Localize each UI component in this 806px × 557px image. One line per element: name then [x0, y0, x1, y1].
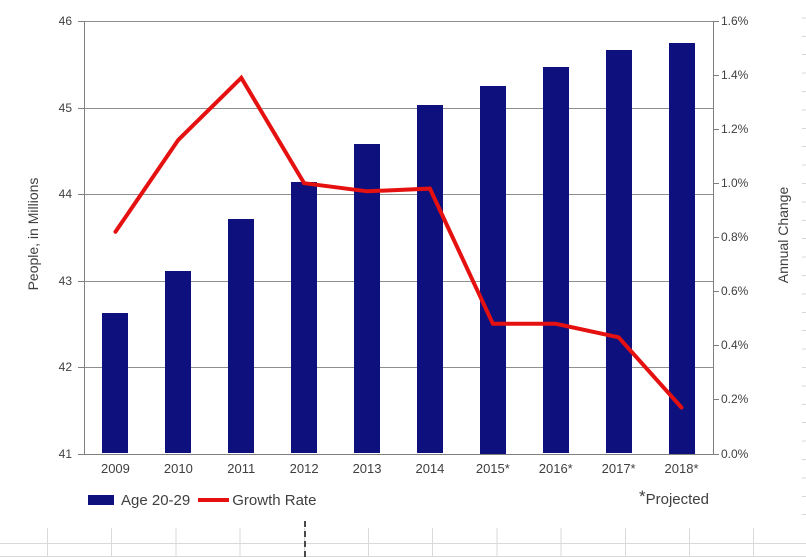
bar-2010[interactable]: [165, 270, 192, 454]
bar-2013[interactable]: [354, 143, 381, 454]
bar-2011[interactable]: [228, 219, 255, 454]
y-axis-label-left: 46: [58, 14, 72, 28]
bar-2014[interactable]: [416, 104, 443, 454]
y-axis-label-right: 1.2%: [721, 122, 749, 137]
axis-tick: [78, 367, 84, 368]
axis-tick: [78, 194, 84, 195]
x-axis-category-label: 2016*: [538, 461, 573, 476]
axis-tick: [713, 237, 719, 239]
projected-note-label: Projected: [645, 491, 709, 508]
gridline: [84, 21, 713, 22]
axis-tick: [713, 183, 719, 185]
axis-tick: [713, 75, 719, 77]
x-axis-category-label: 2012: [289, 461, 319, 476]
y-axis-label-right: 1.4%: [721, 68, 749, 83]
x-axis-category-label: 2011: [227, 461, 256, 476]
axis-tick: [713, 21, 719, 22]
x-axis-category-label: 2014: [415, 461, 445, 476]
left-axis-line: [84, 21, 85, 454]
bar-2015[interactable]: [479, 85, 506, 454]
y-axis-label-right: 1.0%: [721, 176, 749, 191]
legend-line-swatch-icon: [198, 498, 230, 502]
x-axis-category-label: 2015*: [475, 461, 510, 476]
y-axis-label-left: 41: [58, 446, 72, 461]
x-axis-category-label: 2018*: [664, 461, 699, 476]
chart-object[interactable]: 46 45 44 43 42 41 1.6% 1.4% 1.2% 1.0% 0.8% 0.6% 0.4%…: [0, 0, 802, 527]
worksheet-cells-right-edge[interactable]: [802, 0, 806, 527]
y-axis-label-left: 43: [58, 273, 72, 288]
y-axis-label-left: 42: [58, 360, 72, 374]
bar-2009[interactable]: [102, 313, 129, 454]
legend-label-age: Age 20-29: [121, 491, 191, 509]
x-axis-category-label: 2017*: [601, 461, 636, 476]
y-axis-label-right: 0.4%: [721, 338, 749, 353]
y-axis-label-left: 45: [58, 100, 72, 115]
axis-tick: [78, 107, 84, 109]
bar-2018[interactable]: [668, 42, 695, 454]
y-axis-label-right: 0.8%: [721, 230, 749, 245]
right-axis-line: [713, 21, 714, 454]
y-axis-label-right: 0.2%: [721, 392, 749, 407]
y-axis-label-right: 1.6%: [721, 14, 749, 28]
worksheet-cells-bottom[interactable]: [47, 528, 806, 557]
axis-tick: [713, 129, 719, 131]
projected-note-star: *: [639, 487, 646, 506]
legend-label-growth: Growth Rate: [232, 491, 317, 509]
axis-tick: [78, 280, 84, 282]
legend[interactable]: Age 20-29 Growth Rate: [88, 491, 316, 509]
y-axis-label-right: 0.0%: [721, 446, 749, 461]
axis-tick: [78, 453, 84, 455]
left-axis-title: People, in Millions: [25, 177, 41, 291]
axis-tick: [713, 291, 719, 293]
x-axis-line: [84, 453, 714, 455]
bar-2017[interactable]: [605, 50, 632, 454]
y-axis-label-right: 0.6%: [721, 284, 749, 299]
bar-2012[interactable]: [291, 181, 318, 454]
page-break-dashed-line: [304, 521, 306, 557]
y-axis-label-left: 44: [58, 187, 72, 201]
bar-2016[interactable]: [542, 66, 569, 454]
x-axis-category-label: 2013: [352, 461, 382, 476]
worksheet-row-gridline: [0, 543, 806, 544]
projected-note: *Projected: [639, 487, 709, 508]
axis-tick: [713, 345, 719, 347]
right-axis-title: Annual Change: [775, 186, 791, 284]
legend-bar-swatch-icon: [88, 495, 114, 505]
x-axis-category-label: 2009: [100, 461, 130, 476]
axis-tick: [713, 453, 719, 455]
x-axis-category-label: 2010: [163, 461, 193, 476]
axis-tick: [78, 21, 84, 22]
axis-tick: [713, 399, 719, 401]
